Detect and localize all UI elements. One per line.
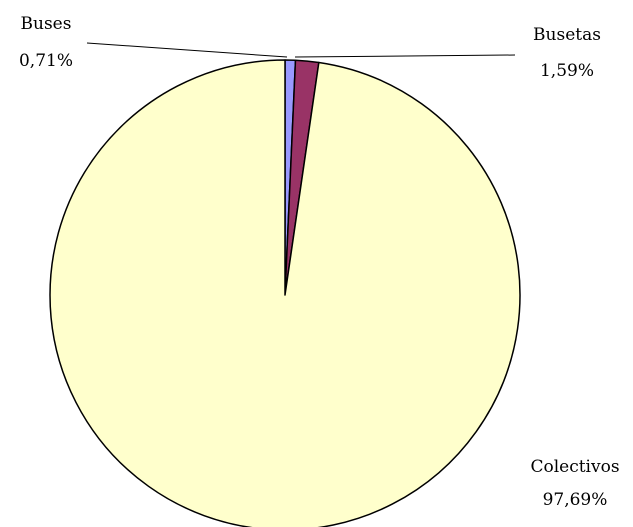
leader-line-busetas xyxy=(294,54,516,58)
slice-value-busetas: 1,59% xyxy=(540,61,594,81)
slice-label-busetas: Busetas xyxy=(533,25,601,45)
pie-slices xyxy=(49,59,521,527)
slice-value-colectivos: 97,69% xyxy=(543,490,608,510)
leader-line-buses xyxy=(86,42,288,58)
leader-lines xyxy=(86,42,516,58)
slice-label-buses: Buses xyxy=(21,14,72,34)
pie-slice-colectivos xyxy=(49,59,521,527)
slice-value-buses: 0,71% xyxy=(19,51,73,71)
slice-labels: Buses 0,71% Busetas 1,59% Colectivos 97,… xyxy=(19,14,620,510)
slice-label-colectivos: Colectivos xyxy=(530,457,619,477)
